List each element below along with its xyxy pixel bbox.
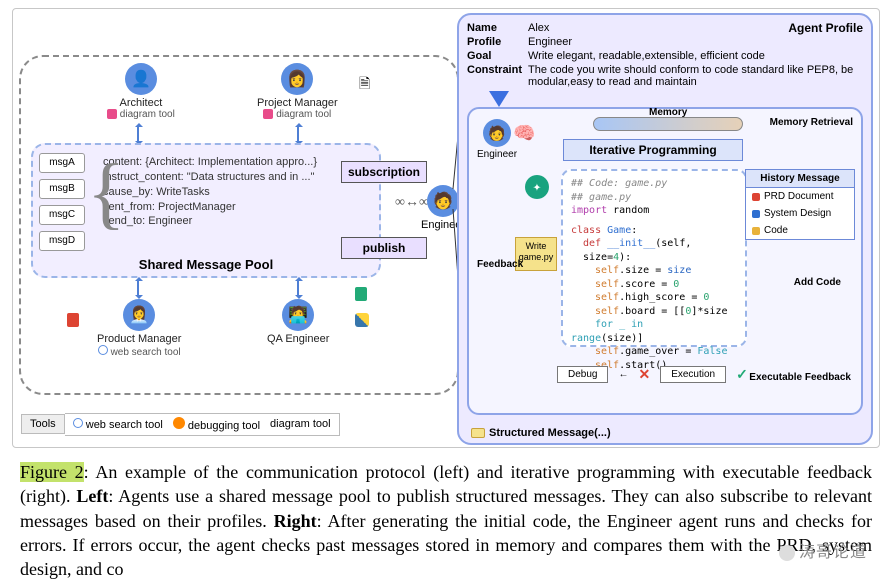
profile-key: Name bbox=[467, 21, 528, 35]
history-message-box: History Message PRD Document System Desi… bbox=[745, 169, 855, 240]
msg-button[interactable]: msgC bbox=[39, 205, 85, 225]
tool-item: debugging tool bbox=[173, 417, 260, 432]
msg-line: instruct_content: "Data structures and i… bbox=[103, 170, 368, 185]
web-search-icon bbox=[98, 345, 108, 355]
person-icon: 👤 bbox=[125, 63, 157, 95]
profile-key: Profile bbox=[467, 35, 528, 49]
csv-icon bbox=[355, 287, 367, 301]
figure-container: 👤 Architect diagram tool 👩 Project Manag… bbox=[12, 8, 880, 448]
caption-left-bold: Left bbox=[76, 486, 108, 506]
arrow-bi-icon bbox=[297, 125, 299, 143]
msg-button[interactable]: msgA bbox=[39, 153, 85, 173]
communication-protocol-panel: 👤 Architect diagram tool 👩 Project Manag… bbox=[19, 55, 459, 395]
execution-row: Debug ← ✕ Execution ✓ bbox=[557, 366, 748, 383]
python-icon bbox=[355, 313, 369, 327]
iterative-programming-panel: 🧑 Engineer 🧠 Memory Memory Retrieval Ite… bbox=[467, 107, 863, 415]
brace-icon: { bbox=[87, 153, 125, 233]
person-icon: 👩 bbox=[281, 63, 313, 95]
doc-icon bbox=[752, 210, 760, 218]
x-icon: ✕ bbox=[638, 366, 650, 383]
agent-project-manager: 👩 Project Manager diagram tool bbox=[257, 63, 338, 120]
tools-legend: Tools web search tool debugging tool dia… bbox=[21, 411, 340, 437]
person-icon: 🧑 bbox=[483, 119, 511, 147]
profile-key: Goal bbox=[467, 49, 528, 63]
msg-line: sent_from: ProjectManager bbox=[103, 200, 368, 215]
agent-architect: 👤 Architect diagram tool bbox=[107, 63, 175, 120]
figure-caption: Figure 2: An example of the communicatio… bbox=[20, 460, 872, 581]
profile-val: The code you write should conform to cod… bbox=[528, 63, 863, 89]
agent-label: Engineer bbox=[477, 149, 517, 160]
profile-val: Write elegant, readable,extensible, effi… bbox=[528, 49, 863, 63]
debug-icon bbox=[173, 417, 185, 429]
tool-item: web search tool bbox=[73, 418, 163, 431]
memory-bar bbox=[593, 117, 743, 131]
agent-label: Architect bbox=[107, 97, 175, 109]
caption-right-bold: Right bbox=[274, 511, 317, 531]
history-item: System Design bbox=[746, 205, 854, 222]
publish-box[interactable]: publish bbox=[341, 237, 427, 259]
agent-label: Product Manager bbox=[97, 333, 181, 345]
doc-icon bbox=[752, 193, 760, 201]
person-icon: 👩‍💼 bbox=[123, 299, 155, 331]
brain-icon: 🧠 bbox=[513, 123, 535, 144]
arrow-down-icon bbox=[489, 91, 509, 107]
iterative-programming-box: Iterative Programming bbox=[563, 139, 743, 161]
arrow-bi-icon bbox=[137, 279, 139, 297]
history-title: History Message bbox=[746, 170, 854, 188]
feedback-label: Feedback bbox=[477, 259, 523, 270]
code-block: ✦ Write game.py ## Code: game.py ## game… bbox=[561, 169, 747, 347]
gpt-icon: ✦ bbox=[525, 175, 549, 199]
msg-line: cause_by: WriteTasks bbox=[103, 185, 368, 200]
arrow-left-icon: ← bbox=[618, 369, 628, 380]
add-code-label: Add Code bbox=[794, 277, 841, 288]
doc-icon bbox=[752, 227, 760, 235]
arrow-bi-icon bbox=[137, 125, 139, 143]
subscription-box[interactable]: subscription bbox=[341, 161, 427, 183]
web-search-icon bbox=[73, 418, 83, 428]
msg-line: send_to: Engineer bbox=[103, 214, 368, 229]
history-item: Code bbox=[746, 222, 854, 239]
watermark: 涛哥论道 bbox=[779, 538, 867, 562]
msg-line: content: {Architect: Implementation appr… bbox=[103, 155, 368, 170]
agent-engineer: 🧑 Engineer bbox=[477, 119, 517, 160]
execution-box[interactable]: Execution bbox=[660, 366, 726, 383]
pool-title: Shared Message Pool bbox=[33, 257, 379, 272]
agent-product-manager: 👩‍💼 Product Manager web search tool bbox=[97, 299, 181, 358]
person-icon: 🧑‍💻 bbox=[282, 299, 314, 331]
check-icon: ✓ bbox=[736, 366, 748, 383]
msg-button[interactable]: msgB bbox=[39, 179, 85, 199]
profile-val: Engineer bbox=[528, 35, 863, 49]
msg-button[interactable]: msgD bbox=[39, 231, 85, 251]
history-item: PRD Document bbox=[746, 188, 854, 205]
tool-item: diagram tool bbox=[270, 418, 331, 430]
envelope-icon bbox=[471, 428, 485, 438]
agent-profile-panel: Agent Profile NameAlex ProfileEngineer G… bbox=[457, 13, 873, 445]
profile-key: Constraint bbox=[467, 63, 528, 89]
profile-block: Agent Profile NameAlex ProfileEngineer G… bbox=[467, 21, 863, 89]
pdf-icon bbox=[67, 313, 79, 327]
document-icon: 🗎 bbox=[359, 73, 370, 97]
msg-body: { content: {Architect: Implementation ap… bbox=[93, 155, 368, 229]
shared-message-pool: msgA msgB msgC msgD { content: {Architec… bbox=[31, 143, 381, 278]
diagram-tool-icon bbox=[263, 109, 273, 119]
arrow-bi-icon bbox=[297, 279, 299, 297]
agent-tool: web search tool bbox=[97, 345, 181, 358]
tools-label: Tools bbox=[21, 414, 65, 434]
memory-retrieval-label: Memory Retrieval bbox=[770, 117, 853, 128]
debug-box[interactable]: Debug bbox=[557, 366, 608, 383]
agent-label: Project Manager bbox=[257, 97, 338, 109]
profile-title: Agent Profile bbox=[788, 21, 863, 35]
figure-number: Figure 2 bbox=[20, 462, 84, 482]
structured-message-label: Structured Message(...) bbox=[471, 427, 611, 439]
agent-label: QA Engineer bbox=[267, 333, 329, 345]
agent-qa-engineer: 🧑‍💻 QA Engineer bbox=[267, 299, 329, 345]
executable-feedback-label: Executable Feedback bbox=[749, 372, 851, 383]
watermark-icon bbox=[779, 545, 795, 561]
diagram-tool-icon bbox=[107, 109, 117, 119]
